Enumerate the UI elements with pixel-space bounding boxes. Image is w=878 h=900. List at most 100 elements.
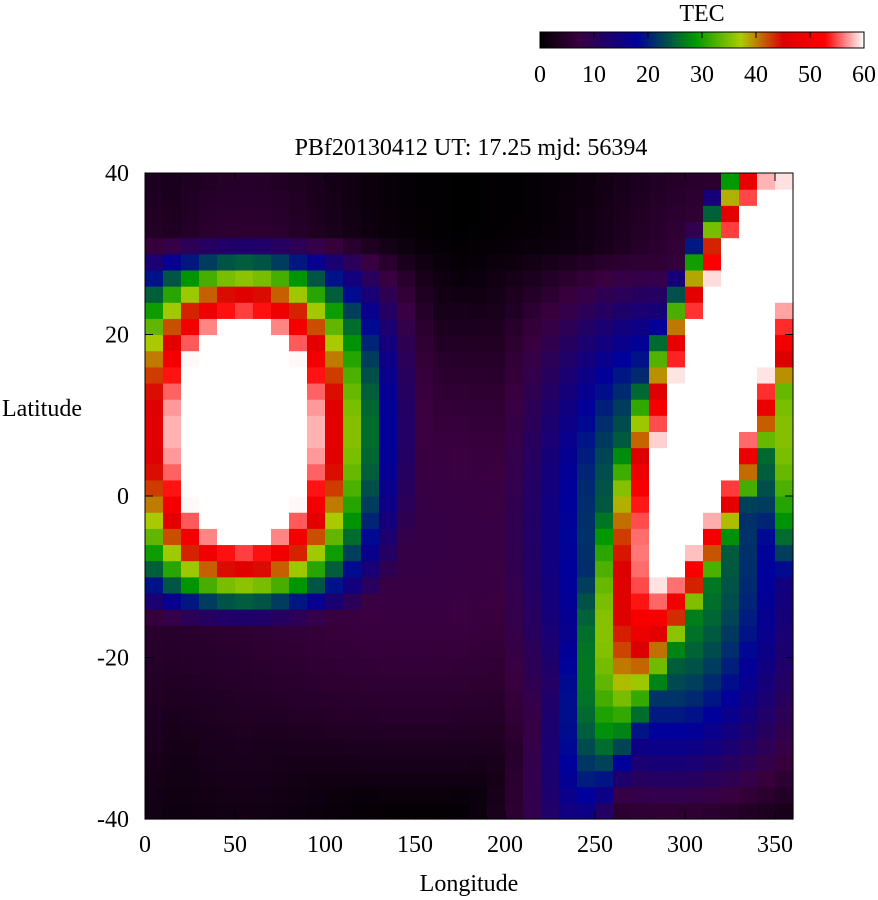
heatmap-cell	[649, 528, 668, 546]
heatmap-cell	[775, 237, 794, 255]
heatmap-cell	[433, 722, 452, 739]
heatmap-cell	[577, 334, 596, 352]
heatmap-cell	[379, 221, 398, 239]
heatmap-cell	[397, 253, 416, 271]
heatmap-cell	[667, 770, 686, 788]
heatmap-cell	[379, 657, 398, 675]
heatmap-cell	[343, 447, 362, 465]
heatmap-cell	[289, 738, 308, 755]
heatmap-cell	[379, 689, 398, 707]
heatmap-cell	[235, 657, 254, 675]
heatmap-cell	[523, 722, 542, 739]
heatmap-cell	[703, 576, 722, 594]
heatmap-cell	[631, 738, 650, 755]
heatmap-cell	[541, 302, 560, 319]
heatmap-cell	[523, 302, 542, 319]
heatmap-cell	[667, 576, 686, 594]
heatmap-cell	[703, 399, 722, 416]
heatmap-cell	[487, 318, 506, 336]
heatmap-cell	[433, 576, 452, 594]
heatmap-cell	[253, 479, 272, 497]
heatmap-cell	[487, 431, 506, 449]
heatmap-cell	[361, 269, 380, 287]
heatmap-cell	[235, 496, 254, 513]
heatmap-cell	[397, 431, 416, 449]
heatmap-cell	[307, 479, 326, 497]
heatmap-cell	[217, 302, 236, 319]
heatmap-cell	[595, 479, 614, 497]
heatmap-cell	[667, 253, 686, 271]
heatmap-cell	[451, 366, 470, 384]
heatmap-cell	[145, 366, 164, 384]
heatmap-cell	[325, 350, 344, 368]
heatmap-cell	[361, 302, 380, 319]
heatmap-cell	[721, 382, 740, 400]
heatmap-cell	[307, 205, 326, 223]
heatmap-cell	[469, 625, 488, 642]
heatmap-cell	[397, 512, 416, 529]
heatmap-cell	[289, 447, 308, 465]
heatmap-cell	[703, 173, 722, 190]
heatmap-cell	[649, 253, 668, 271]
heatmap-cell	[361, 705, 380, 723]
heatmap-cell	[343, 625, 362, 642]
chart-title: PBf20130412 UT: 17.25 mjd: 56394	[295, 135, 648, 161]
heatmap-cell	[343, 512, 362, 529]
heatmap-cell	[469, 173, 488, 190]
heatmap-cell	[343, 576, 362, 594]
heatmap-cell	[253, 189, 272, 206]
heatmap-cell	[487, 447, 506, 465]
heatmap-cell	[271, 479, 290, 497]
heatmap-cell	[649, 415, 668, 432]
heatmap-cell	[631, 318, 650, 336]
heatmap-cell	[613, 657, 632, 675]
heatmap-cell	[631, 399, 650, 416]
heatmap-cell	[487, 802, 506, 820]
heatmap-cell	[703, 221, 722, 239]
heatmap-cell	[253, 463, 272, 481]
heatmap-cell	[775, 221, 794, 239]
heatmap-cell	[433, 673, 452, 691]
heatmap-cell	[217, 689, 236, 707]
heatmap-cell	[163, 544, 182, 562]
heatmap-cell	[163, 657, 182, 675]
heatmap-cell	[433, 496, 452, 513]
heatmap-cell	[595, 399, 614, 416]
heatmap-cell	[271, 205, 290, 223]
heatmap-cell	[685, 366, 704, 384]
heatmap-cell	[307, 560, 326, 578]
heatmap-cell	[757, 463, 776, 481]
heatmap-cell	[721, 415, 740, 432]
heatmap-cell	[487, 479, 506, 497]
heatmap-cell	[775, 173, 794, 190]
heatmap-cell	[505, 496, 524, 513]
heatmap-cell	[469, 657, 488, 675]
heatmap-cell	[577, 512, 596, 529]
heatmap-cell	[703, 205, 722, 223]
heatmap-cell	[523, 770, 542, 788]
heatmap-cell	[451, 286, 470, 303]
heatmap-cell	[325, 609, 344, 626]
heatmap-cell	[361, 334, 380, 352]
heatmap-cell	[469, 592, 488, 610]
heatmap-cell	[631, 592, 650, 610]
heatmap-cell	[379, 269, 398, 287]
heatmap-cell	[739, 302, 758, 319]
heatmap-cell	[649, 447, 668, 465]
heatmap-cell	[145, 592, 164, 610]
heatmap-cell	[451, 253, 470, 271]
heatmap-cell	[631, 641, 650, 659]
heatmap-cell	[595, 382, 614, 400]
heatmap-cell	[703, 253, 722, 271]
heatmap-cell	[685, 673, 704, 691]
heatmap-cell	[217, 221, 236, 239]
heatmap-cell	[379, 738, 398, 755]
heatmap-cell	[703, 802, 722, 820]
heatmap-cell	[469, 609, 488, 626]
heatmap-cell	[397, 269, 416, 287]
heatmap-cell	[271, 318, 290, 336]
heatmap-cell	[667, 302, 686, 319]
heatmap-cell	[649, 205, 668, 223]
heatmap-cell	[415, 205, 434, 223]
heatmap-cell	[181, 350, 200, 368]
